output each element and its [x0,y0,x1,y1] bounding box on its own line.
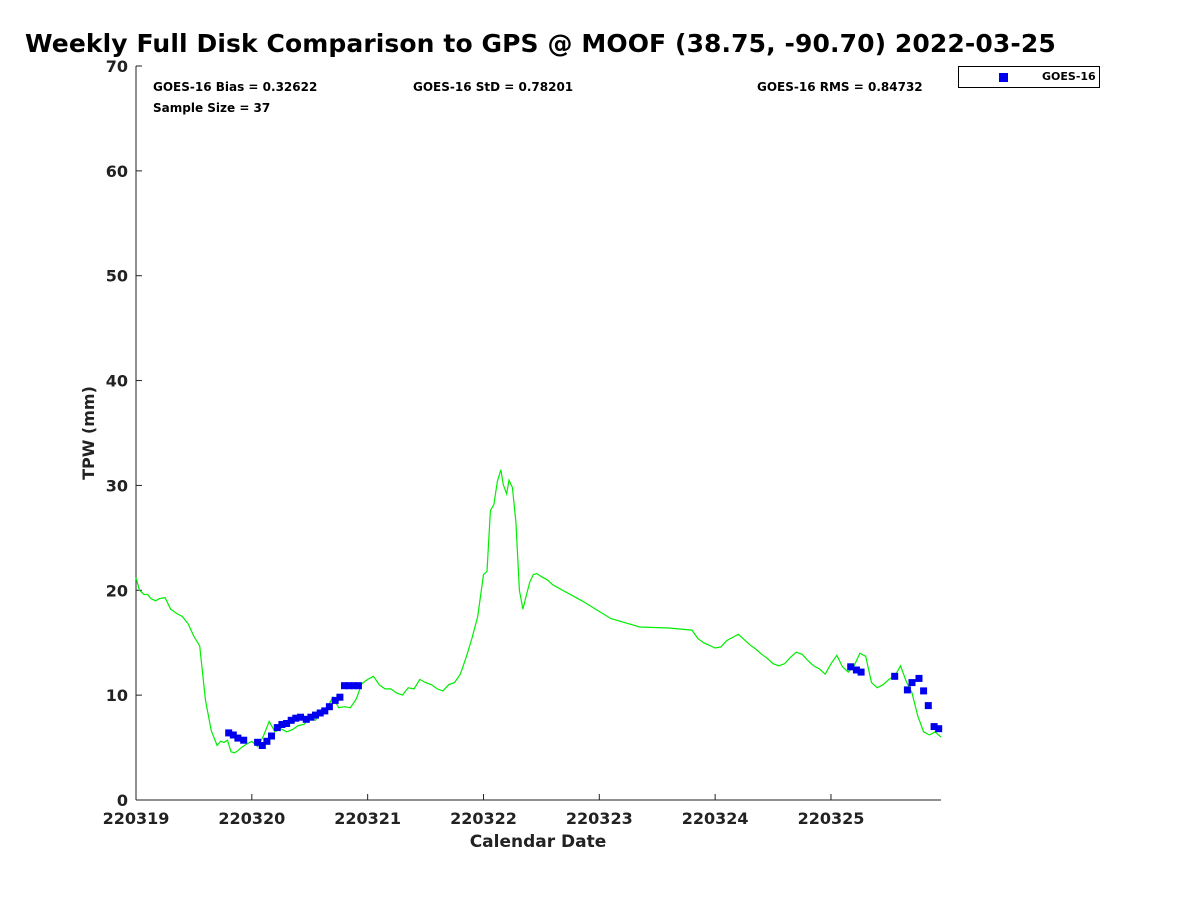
gps-tpw-line [135,469,942,754]
legend-marker-goes16 [999,73,1008,82]
legend-label-goes16: GOES-16 [1042,70,1096,83]
goes16-data-point [920,687,928,695]
goes16-data-point [254,738,262,746]
rms-stat: GOES-16 RMS = 0.84732 [757,80,923,94]
goes16-data-point [891,672,899,680]
goes16-data-point [283,720,291,727]
goes16-data-point [297,713,304,721]
goes16-data-point [321,707,329,715]
axes [135,65,941,801]
legend: GOES-16 [958,66,1100,88]
goes16-data-point [857,668,865,676]
goes16-data-point [312,711,319,719]
goes16-data-point [354,682,362,690]
goes16-data-point [341,682,348,690]
std-stat: GOES-16 StD = 0.78201 [413,80,574,94]
y-axis-label: TPW (mm) [79,386,98,480]
bias-stat: GOES-16 Bias = 0.32622 [153,80,318,94]
goes16-data-point [852,666,860,674]
goes16-data-point [302,715,310,723]
goes16-data-point [287,716,295,724]
sample-size-stat: Sample Size = 37 [153,101,271,115]
x-tick-label: 220325 [798,809,865,828]
goes16-data-point [258,742,266,749]
goes16-data-point [908,679,916,687]
x-tick-label: 220322 [450,809,517,828]
goes16-data-point [345,682,353,690]
goes16-data-point [307,713,315,721]
series-layer [135,469,943,754]
goes16-data-point [316,709,324,717]
goes16-data-point [229,731,237,739]
goes16-data-point [935,725,943,733]
goes16-data-point [915,674,923,682]
goes16-data-point [263,737,271,745]
goes16-data-point [350,682,358,690]
y-tick-label: 60 [106,162,128,181]
goes16-data-point [331,696,339,704]
y-tick-label: 0 [117,791,128,810]
chart-title: Weekly Full Disk Comparison to GPS @ MOO… [25,29,1056,58]
goes16-data-point [336,693,344,701]
goes16-data-point [292,714,300,722]
y-tick-label: 40 [106,372,128,391]
x-tick-label: 220320 [218,809,285,828]
x-tick-label: 220319 [103,809,170,828]
y-tick-label: 30 [106,476,128,495]
goes16-data-point [847,663,855,671]
goes16-data-point [225,729,233,737]
x-tick-label: 220321 [334,809,401,828]
goes16-data-point [930,723,938,731]
y-tick-label: 20 [106,581,128,600]
goes16-data-point [278,721,286,728]
goes16-data-point [903,686,911,694]
x-tick-label: 220324 [682,809,749,828]
y-tick-label: 50 [106,267,128,286]
goes16-data-point [325,703,333,711]
x-axis-label: Calendar Date [470,832,607,852]
goes16-data-point [240,736,248,744]
goes16-data-point [234,734,242,742]
y-tick-label: 10 [106,686,128,705]
goes16-data-point [273,724,281,732]
goes16-data-point [268,732,275,740]
tick-labels: 0 10 20 30 40 50 60 70 220319 220320 220321 220322 2… [103,57,865,828]
x-tick-label: 220323 [566,809,633,828]
goes16-data-point [924,702,932,710]
y-tick-label: 70 [106,57,128,76]
